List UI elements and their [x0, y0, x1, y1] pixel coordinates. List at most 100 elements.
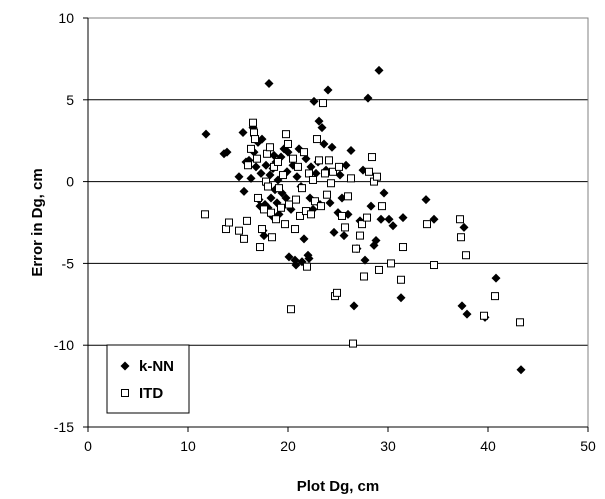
y-tick-label: 0 — [66, 174, 74, 190]
legend-marker-knn — [120, 361, 130, 371]
data-point-itd — [315, 156, 323, 165]
data-point-knn — [366, 201, 376, 211]
data-point-itd — [327, 179, 335, 188]
data-point-knn — [314, 116, 324, 126]
x-tick-label: 20 — [280, 438, 296, 454]
data-point-knn — [323, 85, 333, 95]
data-point-itd — [277, 203, 285, 212]
data-point-knn — [384, 214, 394, 224]
data-point-itd — [292, 195, 300, 204]
data-point-itd — [457, 233, 465, 242]
y-axis-title: Error in Dg, cm — [29, 168, 46, 276]
data-point-knn — [251, 162, 261, 172]
data-point-itd — [516, 318, 524, 327]
data-point-itd — [305, 169, 313, 178]
data-point-knn — [259, 231, 269, 241]
data-point-knn — [284, 252, 294, 262]
data-point-itd — [365, 167, 373, 176]
data-point-knn — [396, 293, 406, 303]
data-point-knn — [319, 139, 329, 149]
data-point-itd — [260, 205, 268, 214]
data-point-itd — [282, 130, 290, 139]
data-point-itd — [275, 184, 283, 193]
data-point-knn — [363, 93, 373, 103]
data-point-itd — [225, 218, 233, 227]
legend-label-itd: ITD — [139, 385, 163, 402]
y-axis: -15 -10 -5 0 5 10 — [54, 10, 89, 435]
data-point-knn — [222, 147, 232, 157]
data-point-itd — [281, 220, 289, 229]
data-point-itd — [360, 272, 368, 281]
data-point-knn — [349, 301, 359, 311]
series-itd — [201, 99, 524, 348]
data-point-knn — [360, 255, 370, 265]
legend: k-NN ITD — [106, 344, 190, 414]
data-point-itd — [291, 225, 299, 234]
data-point-knn — [256, 168, 266, 178]
x-tick-label: 10 — [180, 438, 196, 454]
y-tick-label: 5 — [66, 92, 74, 108]
data-point-itd — [309, 175, 317, 184]
data-point-itd — [480, 311, 488, 320]
x-axis: 0 10 20 30 40 50 — [84, 426, 596, 454]
data-point-knn — [327, 142, 337, 152]
data-point-itd — [349, 339, 357, 348]
data-point-itd — [247, 144, 255, 153]
data-point-knn — [346, 146, 356, 156]
data-point-knn — [291, 260, 301, 270]
data-point-knn — [491, 273, 501, 283]
legend-marker-itd — [121, 389, 129, 397]
data-point-knn — [341, 160, 351, 170]
data-point-knn — [388, 221, 398, 231]
data-point-itd — [250, 128, 258, 137]
data-point-itd — [264, 182, 272, 191]
data-point-itd — [397, 275, 405, 284]
data-point-itd — [279, 171, 287, 180]
data-point-knn — [306, 162, 316, 172]
x-tick-label: 30 — [380, 438, 396, 454]
data-point-itd — [294, 162, 302, 171]
data-point-itd — [491, 292, 499, 301]
data-point-itd — [243, 216, 251, 225]
data-point-itd — [319, 99, 327, 108]
data-point-knn — [239, 186, 249, 196]
data-point-itd — [249, 118, 257, 127]
data-point-itd — [347, 174, 355, 183]
y-tick-label: -10 — [54, 337, 74, 353]
data-point-knn — [459, 222, 469, 232]
data-point-itd — [235, 226, 243, 235]
data-point-itd — [296, 211, 304, 220]
data-point-knn — [379, 188, 389, 198]
data-point-itd — [311, 197, 319, 206]
data-point-itd — [222, 225, 230, 234]
data-point-knn — [299, 234, 309, 244]
data-point-itd — [338, 211, 346, 220]
data-point-itd — [289, 154, 297, 163]
data-point-knn — [261, 160, 271, 170]
data-point-itd — [285, 200, 293, 209]
data-point-itd — [358, 220, 366, 229]
data-point-knn — [429, 214, 439, 224]
data-point-itd — [341, 223, 349, 232]
x-tick-label: 0 — [84, 438, 92, 454]
data-point-knn — [325, 198, 335, 208]
y-tick-label: -5 — [62, 255, 75, 271]
data-point-itd — [373, 172, 381, 181]
data-point-itd — [325, 156, 333, 165]
data-point-itd — [317, 202, 325, 211]
data-point-knn — [265, 170, 275, 180]
data-point-knn — [421, 195, 431, 205]
data-point-knn — [329, 227, 339, 237]
data-point-knn — [371, 235, 381, 245]
data-point-itd — [274, 157, 282, 166]
data-point-itd — [430, 261, 438, 270]
data-point-itd — [303, 262, 311, 271]
data-point-knn — [281, 193, 291, 203]
data-point-itd — [287, 305, 295, 314]
data-point-itd — [284, 139, 292, 148]
data-point-knn — [462, 309, 472, 319]
data-point-itd — [266, 143, 274, 152]
data-point-itd — [333, 288, 341, 297]
data-point-itd — [263, 149, 271, 158]
